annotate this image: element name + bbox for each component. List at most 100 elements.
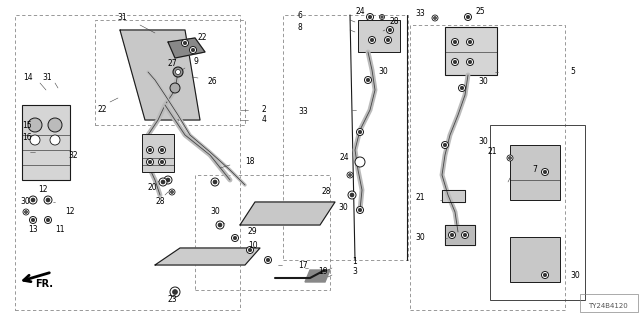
Text: 9: 9 [193, 58, 198, 67]
Text: 30: 30 [478, 77, 488, 86]
Text: 30: 30 [338, 204, 348, 212]
Circle shape [28, 118, 42, 132]
Text: 22: 22 [198, 34, 207, 43]
Circle shape [433, 17, 436, 20]
Text: 21: 21 [415, 194, 424, 203]
Text: 24: 24 [340, 154, 349, 163]
Circle shape [451, 38, 458, 45]
Circle shape [358, 208, 362, 212]
Text: 20: 20 [148, 183, 157, 193]
Circle shape [453, 60, 457, 64]
Circle shape [356, 129, 364, 135]
Circle shape [182, 39, 189, 46]
Circle shape [358, 130, 362, 134]
Circle shape [31, 198, 35, 202]
Circle shape [44, 196, 52, 204]
Text: 10: 10 [248, 241, 258, 250]
Bar [358, 20, 400, 52]
Text: 15: 15 [22, 121, 31, 130]
Circle shape [458, 84, 465, 92]
Circle shape [507, 155, 513, 161]
Circle shape [467, 59, 474, 66]
Circle shape [213, 180, 217, 184]
Text: 33: 33 [415, 9, 425, 18]
Circle shape [367, 13, 374, 20]
Circle shape [368, 15, 372, 19]
Circle shape [170, 83, 180, 93]
Circle shape [543, 273, 547, 277]
Text: 28: 28 [390, 18, 399, 27]
Circle shape [170, 190, 173, 194]
Circle shape [160, 148, 164, 152]
Circle shape [449, 231, 456, 238]
Circle shape [160, 160, 164, 164]
Circle shape [349, 173, 351, 177]
Circle shape [29, 217, 36, 223]
Text: 24: 24 [356, 7, 365, 17]
Circle shape [159, 147, 166, 154]
Polygon shape [155, 248, 260, 265]
Bar [22, 105, 70, 180]
Text: 28: 28 [322, 188, 332, 196]
Circle shape [211, 178, 219, 186]
Polygon shape [240, 202, 335, 225]
Circle shape [183, 41, 187, 45]
Circle shape [348, 191, 356, 199]
Polygon shape [305, 270, 330, 282]
Circle shape [29, 196, 37, 204]
Circle shape [170, 287, 180, 297]
Circle shape [166, 178, 170, 182]
Circle shape [541, 169, 548, 175]
Circle shape [467, 15, 470, 19]
Circle shape [46, 218, 50, 222]
Text: 30: 30 [378, 68, 388, 76]
Circle shape [451, 59, 458, 66]
Text: 2: 2 [262, 106, 267, 115]
Text: 28: 28 [155, 197, 164, 206]
Text: FR.: FR. [35, 279, 53, 289]
Circle shape [356, 206, 364, 213]
Circle shape [468, 40, 472, 44]
Circle shape [369, 36, 376, 44]
Text: 13: 13 [28, 226, 38, 235]
Text: 26: 26 [208, 77, 218, 86]
Text: 14: 14 [23, 74, 33, 83]
Text: 12: 12 [65, 207, 74, 217]
Circle shape [46, 198, 50, 202]
Circle shape [50, 135, 60, 145]
Circle shape [169, 189, 175, 195]
Circle shape [161, 180, 165, 184]
Text: 29: 29 [248, 228, 258, 236]
Circle shape [468, 60, 472, 64]
Text: 6: 6 [298, 11, 303, 20]
Circle shape [248, 248, 252, 252]
Circle shape [509, 156, 511, 159]
Circle shape [385, 36, 392, 44]
Circle shape [444, 143, 447, 147]
Circle shape [442, 141, 449, 148]
Text: 5: 5 [570, 68, 575, 76]
Circle shape [31, 218, 35, 222]
Circle shape [148, 148, 152, 152]
Text: 12: 12 [38, 186, 47, 195]
Bar [142, 134, 174, 172]
Circle shape [264, 257, 271, 263]
Circle shape [451, 233, 454, 237]
Text: 11: 11 [55, 226, 65, 235]
Circle shape [543, 170, 547, 174]
Circle shape [387, 27, 394, 34]
Circle shape [350, 193, 354, 197]
Circle shape [463, 233, 467, 237]
Text: 7: 7 [532, 165, 537, 174]
Circle shape [365, 76, 371, 84]
Circle shape [461, 231, 468, 238]
Circle shape [246, 246, 253, 253]
Circle shape [380, 14, 385, 20]
Circle shape [233, 236, 237, 240]
Circle shape [432, 15, 438, 21]
Text: 32: 32 [68, 150, 77, 159]
Circle shape [173, 67, 183, 77]
Text: 1: 1 [352, 258, 356, 267]
Circle shape [371, 38, 374, 42]
Circle shape [189, 46, 196, 53]
